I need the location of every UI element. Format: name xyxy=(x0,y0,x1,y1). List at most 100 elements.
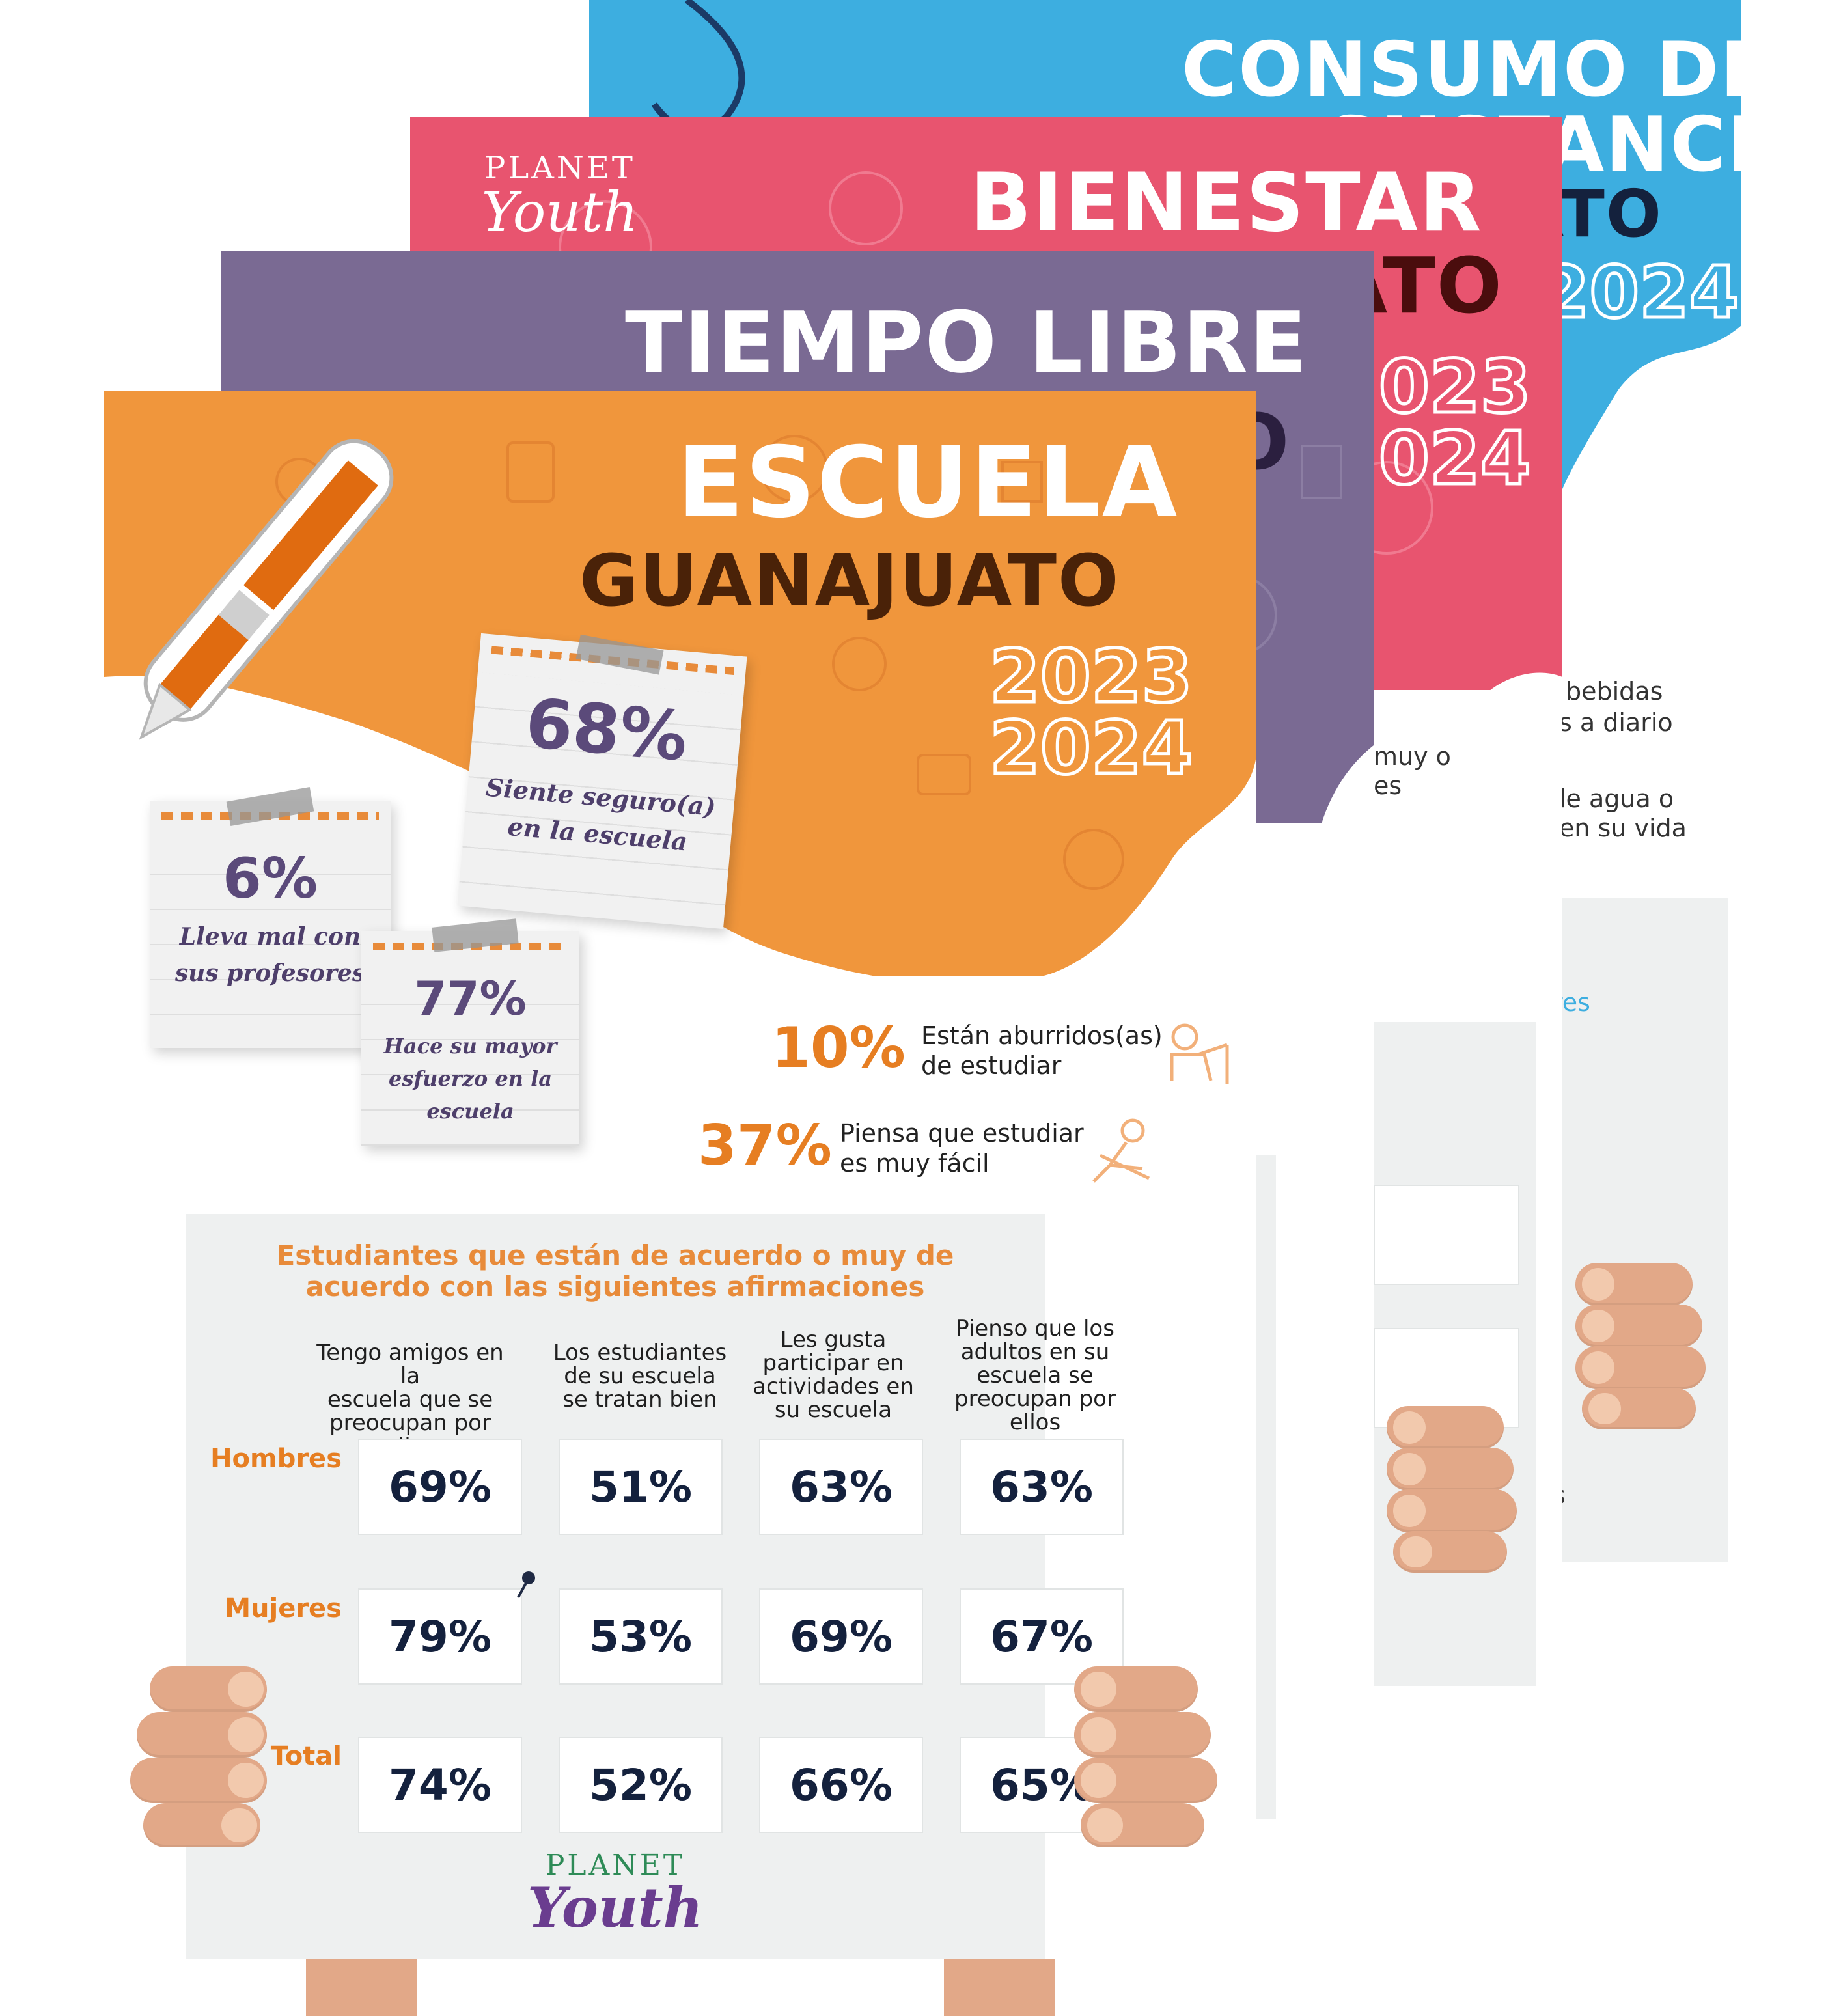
escuela-title: ESCUELA xyxy=(677,426,1179,540)
row-label-hombres: Hombres xyxy=(210,1444,342,1474)
note-profesores-text-2: sus profesores xyxy=(174,960,366,987)
finger xyxy=(1074,1758,1217,1803)
finger xyxy=(130,1758,267,1803)
cell-mujeres-actividades: 69% xyxy=(759,1588,923,1685)
column-header-line: se tratan bien xyxy=(562,1387,717,1413)
poster-escuela: ESCUELA GUANAJUATO 2023 2024 68% Siente … xyxy=(104,391,1256,1959)
note-esfuerzo-text-1: Hace su mayor xyxy=(383,1034,557,1058)
column-header-adultos: Pienso que los adultos en su escuela se … xyxy=(944,1317,1126,1434)
arm-left xyxy=(306,1959,417,2016)
column-header-line: Pienso que los xyxy=(956,1316,1114,1342)
finger xyxy=(1387,1406,1504,1449)
arm-right xyxy=(944,1959,1055,2016)
consumo-year: 2024 xyxy=(1538,249,1740,336)
hand-back xyxy=(1575,1263,1706,1432)
fingernail xyxy=(228,1672,264,1707)
fingernail xyxy=(221,1808,257,1842)
finger xyxy=(1387,1489,1517,1532)
fingernail xyxy=(228,1763,264,1798)
footer-brand-top: PLANET xyxy=(545,1849,685,1882)
column-header-line: Los estudiantes xyxy=(553,1340,727,1366)
cell-mujeres-adultos: 67% xyxy=(960,1588,1124,1685)
escuela-year1: 2023 xyxy=(988,633,1195,721)
agreement-table-title: Estudiantes que están de acuerdo o muy d… xyxy=(186,1240,1045,1303)
footer-brand-logo: PLANET Youth xyxy=(511,1849,719,1940)
cell-mujeres-amigos: 79% xyxy=(358,1588,522,1685)
footer-brand-bottom: Youth xyxy=(527,1875,703,1940)
column-header-line: de su escuela xyxy=(564,1363,716,1389)
bienestar-brand-bottom: Youth xyxy=(481,180,639,244)
pen-illustration xyxy=(139,439,394,740)
hand-left xyxy=(130,1666,273,1849)
consumo-panel xyxy=(1546,898,1728,1562)
row-label-total: Total xyxy=(270,1741,342,1771)
fingernail xyxy=(1393,1453,1426,1485)
relaxed-student-icon xyxy=(1092,1118,1150,1183)
note-lines xyxy=(361,970,579,1146)
fingernail xyxy=(1400,1536,1432,1567)
escuela-subtitle: GUANAJUATO xyxy=(579,539,1120,622)
note-esfuerzo-text-3: escuela xyxy=(426,1099,514,1124)
cell-mujeres-tratan: 53% xyxy=(559,1588,723,1685)
fingernail xyxy=(1582,1351,1614,1384)
finger xyxy=(1575,1305,1702,1347)
finger xyxy=(150,1666,267,1712)
bienestar-snippet-1: muy o xyxy=(1374,742,1451,771)
column-header-line: Les gusta xyxy=(780,1327,887,1353)
stat-aburridos-text-1: Están aburridos(as) xyxy=(921,1021,1163,1050)
cell-total-tratan: 52% xyxy=(559,1737,723,1833)
fingernail xyxy=(1087,1808,1123,1842)
column-header-tratan: Los estudiantes de su escuela se tratan … xyxy=(549,1341,731,1411)
finger xyxy=(1575,1263,1693,1306)
consumo-snippet-2: s a diario xyxy=(1559,708,1673,737)
fingernail xyxy=(1582,1310,1614,1342)
note-profesores-pct: 6% xyxy=(222,846,318,911)
agreement-table-panel: Estudiantes que están de acuerdo o muy d… xyxy=(186,1214,1124,1959)
cell-hombres-adultos: 63% xyxy=(960,1439,1124,1535)
agreement-table-title-line1: Estudiantes que están de acuerdo o muy d… xyxy=(276,1239,954,1271)
column-header-line: ellos xyxy=(1009,1409,1061,1435)
note-esfuerzo-pct: 77% xyxy=(414,971,527,1026)
hand-right xyxy=(1074,1666,1217,1849)
consumo-snippet-1: bebidas xyxy=(1566,677,1663,706)
note-esfuerzo: 77% Hace su mayor esfuerzo en la escuela xyxy=(361,918,579,1146)
finger xyxy=(1387,1448,1514,1491)
finger xyxy=(1081,1803,1204,1847)
finger xyxy=(1582,1388,1696,1429)
cell-total-actividades: 66% xyxy=(759,1737,923,1833)
note-seguro: 68% Siente seguro(a) en la escuela xyxy=(457,633,747,930)
column-header-actividades: Les gusta participar en actividades en s… xyxy=(742,1328,924,1422)
cell-total-amigos: 74% xyxy=(358,1737,522,1833)
fingernail xyxy=(1588,1393,1621,1424)
fingernail xyxy=(1582,1268,1614,1301)
note-profesores: 6% Lleva mal con sus profesores xyxy=(150,787,391,1048)
finger xyxy=(137,1712,267,1758)
cell-hombres-actividades: 63% xyxy=(759,1439,923,1535)
row-label-mujeres: Mujeres xyxy=(225,1594,342,1623)
fingernail xyxy=(1393,1495,1426,1527)
stat-aburridos-pct: 10% xyxy=(771,1015,906,1081)
bienestar-brand-top: PLANET xyxy=(484,150,635,186)
bienestar-snippet-2: es xyxy=(1374,771,1402,800)
note-profesores-text-1: Lleva mal con xyxy=(179,923,361,950)
finger xyxy=(1575,1346,1706,1389)
column-header-line: escuela que se xyxy=(327,1387,493,1413)
column-header-line: escuela se xyxy=(976,1362,1094,1388)
stat-facil-text-2: es muy fácil xyxy=(840,1149,990,1178)
agreement-table-title-line2: acuerdo con las siguientes afirmaciones xyxy=(305,1271,925,1303)
bienestar-cell-1 xyxy=(1374,1185,1519,1285)
stat-aburridos-text-2: de estudiar xyxy=(921,1051,1062,1080)
bored-student-icon xyxy=(1170,1023,1229,1084)
pushpin-icon xyxy=(517,1571,535,1598)
fingernail xyxy=(1081,1717,1116,1752)
escuela-year2: 2024 xyxy=(988,705,1195,793)
stat-facil-pct: 37% xyxy=(698,1113,832,1178)
note-lines xyxy=(150,840,391,1048)
column-header-line: participar en xyxy=(762,1350,904,1376)
finger xyxy=(1393,1531,1507,1573)
tiempo-title: TIEMPO LIBRE xyxy=(625,293,1308,392)
fingernail xyxy=(1393,1411,1426,1444)
finger xyxy=(143,1803,260,1847)
column-header-line: adultos en su xyxy=(960,1339,1110,1365)
bienestar-title: BIENESTAR xyxy=(970,156,1483,250)
